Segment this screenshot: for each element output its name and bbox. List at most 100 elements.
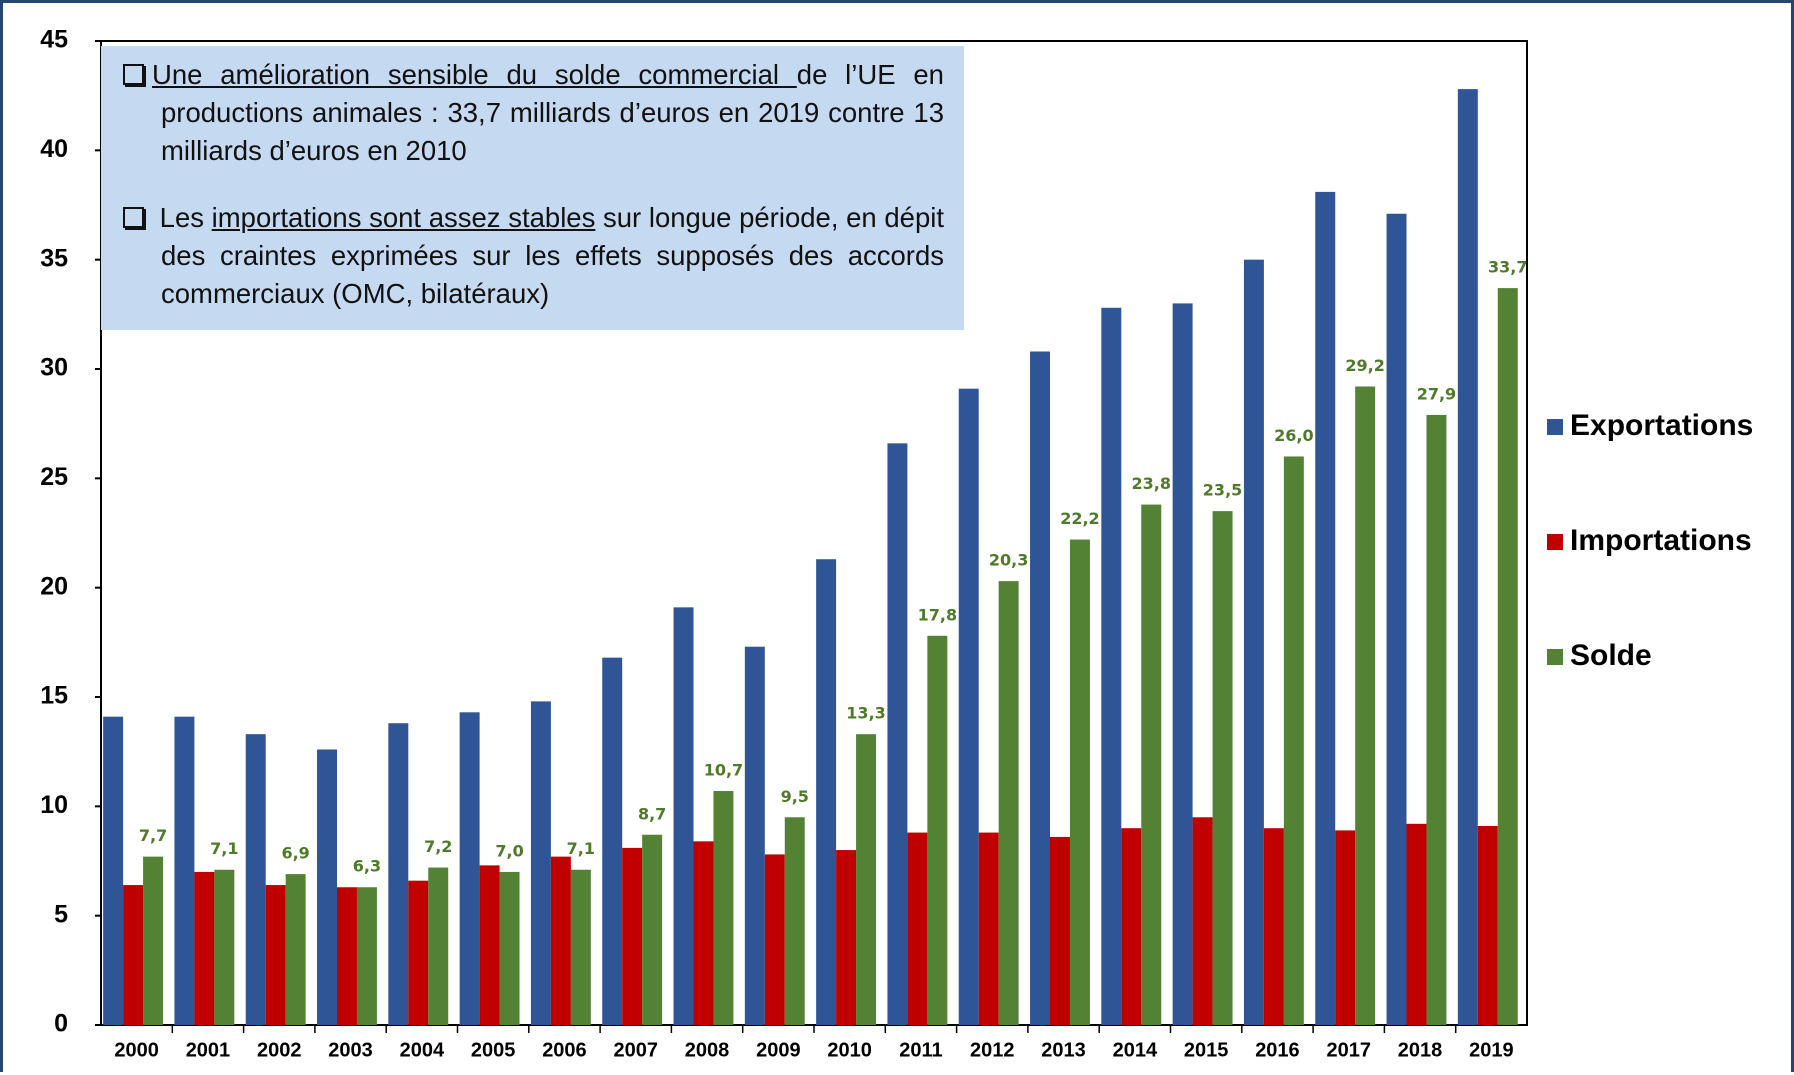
bar [1192,817,1213,1025]
bar [265,885,286,1025]
x-tick-label: 2005 [471,1039,516,1061]
value-label: 10,7 [704,761,743,780]
bar [337,887,357,1025]
bar [103,716,124,1025]
x-tick-label: 2011 [899,1039,942,1061]
bar [285,874,306,1025]
bar [1497,288,1518,1025]
value-label: 22,2 [1060,509,1099,528]
y-tick-label: 15 [40,682,68,710]
y-tick-label: 35 [40,244,68,272]
bar [713,791,734,1025]
bar [998,581,1019,1025]
bar [1121,828,1142,1025]
value-label: 23,5 [1203,481,1242,500]
legend-swatch [1547,649,1563,665]
annotation-text: sur longue période, en dépit des crainte… [161,202,944,309]
y-tick-label: 25 [40,463,68,491]
bar [602,657,623,1025]
value-label: 7,0 [495,841,523,860]
bar [428,867,449,1025]
x-tick-label: 2002 [257,1039,302,1061]
bar [1335,830,1356,1025]
y-tick-label: 0 [54,1010,68,1038]
bar [245,734,266,1025]
annotation-text: Les [152,202,212,233]
bar [1030,351,1051,1025]
y-tick-label: 40 [40,135,68,163]
bar [570,869,591,1025]
bar [1050,836,1070,1025]
value-label: 20,3 [989,551,1028,570]
y-tick-label: 30 [40,354,68,382]
value-label: 7,1 [567,839,595,858]
x-tick-label: 2017 [1327,1039,1372,1061]
bar [1243,259,1264,1026]
value-label: 9,5 [781,787,809,806]
value-label: 23,8 [1132,474,1171,493]
y-tick-label: 20 [40,572,68,600]
bar [673,607,694,1025]
value-label: 13,3 [846,704,885,723]
x-tick-label: 2014 [1113,1039,1158,1061]
legend-swatch [1547,419,1563,435]
bar [642,834,663,1025]
bar [123,885,144,1025]
bar [1101,307,1122,1026]
value-label: 6,3 [353,857,381,876]
annotation-underlined: Une amélioration sensible du solde comme… [152,59,797,90]
bar [1457,89,1478,1025]
x-tick-label: 2006 [542,1039,587,1061]
x-tick-label: 2008 [685,1039,730,1061]
bar [550,856,571,1025]
value-label: 29,2 [1345,356,1384,375]
annotation-box: Une amélioration sensible du solde comme… [101,46,964,330]
annotation: Les importations sont assez stables sur … [121,199,944,313]
bar [744,646,765,1025]
legend-label: Importations [1570,524,1752,557]
bar [1263,828,1284,1025]
value-label: 7,7 [139,826,167,845]
bar [214,869,235,1025]
bar [499,871,520,1025]
y-tick-label: 45 [40,26,68,54]
bar [1406,823,1427,1025]
value-label: 17,8 [918,605,957,624]
value-label: 26,0 [1274,426,1313,445]
x-tick-label: 2010 [827,1039,872,1061]
bar [816,559,837,1025]
value-label: 33,7 [1488,258,1527,277]
bar [1141,504,1162,1025]
bar [459,712,480,1025]
annotation-text: de l’UE en productions animales : 33,7 m… [161,59,944,166]
y-tick-label: 5 [54,900,68,928]
bar [408,880,429,1025]
x-tick-label: 2018 [1398,1039,1443,1061]
y-tick-label: 10 [40,791,68,819]
bar [958,388,979,1025]
bar [978,832,999,1025]
bar [356,887,377,1025]
bar [174,716,195,1025]
value-label: 8,7 [638,804,666,823]
x-tick-label: 2019 [1469,1039,1514,1061]
bar [693,841,714,1025]
x-tick-label: 2001 [186,1039,231,1061]
bar [1212,511,1233,1026]
bar [143,856,164,1025]
annotation-underlined: importations sont assez stables [211,202,596,233]
value-label: 6,9 [281,844,309,863]
bar [927,635,948,1025]
x-tick-label: 2000 [114,1039,159,1061]
x-tick-label: 2004 [400,1039,445,1061]
bar [887,443,908,1025]
value-label: 7,2 [424,837,452,856]
bar [836,850,857,1025]
bullet [123,64,144,85]
bar [530,701,551,1025]
bar [1426,414,1447,1025]
x-tick-label: 2009 [756,1039,801,1061]
bar [784,817,805,1025]
x-tick-label: 2015 [1184,1039,1229,1061]
